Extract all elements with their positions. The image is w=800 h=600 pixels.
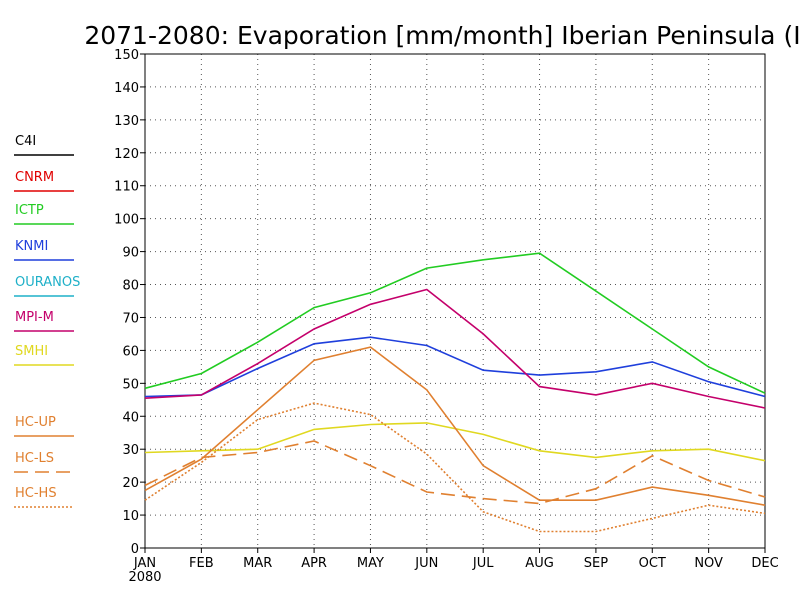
y-tick-label: 20 (122, 476, 139, 491)
legend-label-ictp: ICTP (15, 203, 44, 218)
series-line-hc-hs (144, 402, 766, 533)
x-tick-label: JUL (472, 556, 494, 571)
series-line-knmi (144, 336, 766, 398)
x-tick-label: MAR (243, 556, 272, 571)
x-tick-label: DEC (751, 556, 778, 571)
x-sublabel: 2080 (128, 570, 161, 585)
y-tick-label: 80 (122, 279, 139, 294)
series-line-ictp (144, 252, 766, 394)
y-tick-label: 110 (114, 180, 139, 195)
legend-label-c4i: C4I (15, 134, 36, 149)
x-tick-label: MAY (357, 556, 384, 571)
legend-label-hc-ls: HC-LS (15, 451, 54, 466)
series-line-mpi-m (144, 288, 766, 409)
legend: C4I CNRM ICTP KNMI OURANOS MPI-M SMHI HC-UP HC-L… (14, 134, 80, 508)
x-axis: 2080 JAN FEB MAR APR MAY JUN JUL AUG SEP OCT NOV DE… (128, 548, 779, 585)
x-tick-label: OCT (639, 556, 666, 571)
y-tick-label: 150 (114, 48, 139, 63)
y-tick-label: 50 (122, 377, 139, 392)
x-tick-label: AUG (525, 556, 553, 571)
legend-label-cnrm: CNRM (15, 170, 54, 185)
y-tick-label: 10 (122, 509, 139, 524)
series-line-hc-ls (144, 440, 766, 505)
series-line-hc-up (144, 346, 766, 506)
gridlines (145, 54, 765, 548)
x-tick-label: SEP (584, 556, 608, 571)
y-tick-label: 100 (114, 213, 139, 228)
y-tick-label: 0 (131, 542, 139, 557)
y-tick-label: 130 (114, 114, 139, 129)
y-tick-label: 90 (122, 246, 139, 261)
chart-title: 2071-2080: Evaporation [mm/month] Iberia… (84, 21, 800, 50)
legend-label-knmi: KNMI (15, 239, 48, 254)
y-tick-label: 120 (114, 147, 139, 162)
x-tick-label: JUN (414, 556, 438, 571)
x-tick-label: FEB (189, 556, 214, 571)
y-tick-label: 70 (122, 311, 139, 326)
x-tick-label: NOV (694, 556, 723, 571)
y-tick-label: 60 (122, 344, 139, 359)
plot-frame (144, 53, 766, 549)
y-tick-label: 40 (122, 410, 139, 425)
y-axis: 0 10 20 30 40 50 60 70 80 90 100 110 120 130 140 150 (114, 48, 145, 557)
y-tick-label: 140 (114, 81, 139, 96)
legend-label-mpi-m: MPI-M (15, 310, 54, 325)
series-lines (144, 252, 766, 533)
legend-label-smhi: SMHI (15, 344, 48, 359)
legend-label-hc-hs: HC-HS (15, 486, 57, 501)
y-tick-label: 30 (122, 443, 139, 458)
legend-label-ouranos: OURANOS (15, 275, 80, 290)
legend-label-hc-up: HC-UP (15, 415, 56, 430)
x-tick-label: APR (301, 556, 327, 571)
x-tick-label: JAN (133, 556, 156, 571)
